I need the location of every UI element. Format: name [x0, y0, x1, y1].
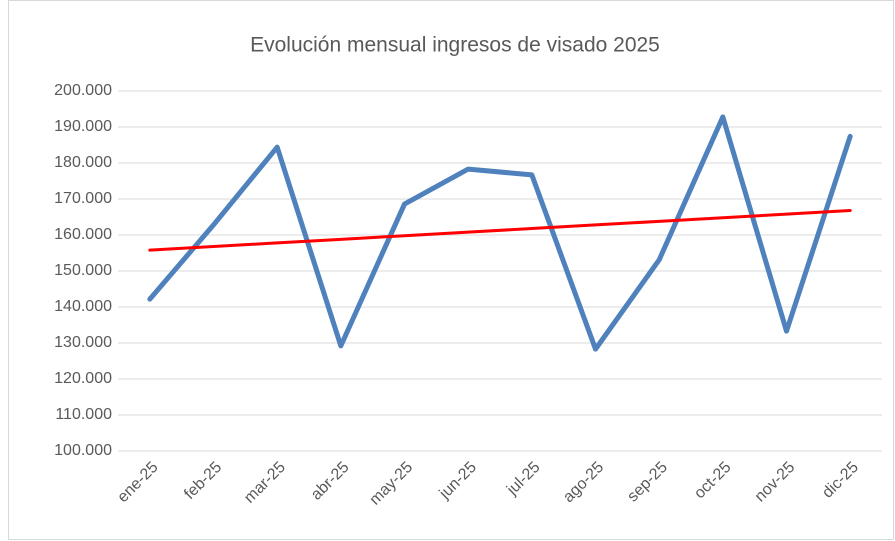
y-tick-label: 190.000 [54, 118, 112, 135]
series-line [148, 209, 852, 252]
y-tick-label: 120.000 [54, 370, 112, 387]
chart-title: Evolución mensual ingresos de visado 202… [250, 34, 660, 57]
y-tick-label: 110.000 [55, 406, 112, 423]
y-tick-label: 150.000 [54, 262, 112, 279]
y-tick-label: 170.000 [54, 190, 112, 207]
y-tick-label: 200.000 [54, 82, 112, 99]
y-tick-label: 140.000 [54, 298, 112, 315]
chart-border [8, 0, 894, 540]
y-tick-label: 130.000 [54, 334, 112, 351]
y-tick-label: 160.000 [54, 226, 112, 243]
series-line [147, 114, 853, 352]
y-tick-label: 180.000 [54, 154, 112, 171]
y-tick-label: 100.000 [54, 442, 112, 459]
